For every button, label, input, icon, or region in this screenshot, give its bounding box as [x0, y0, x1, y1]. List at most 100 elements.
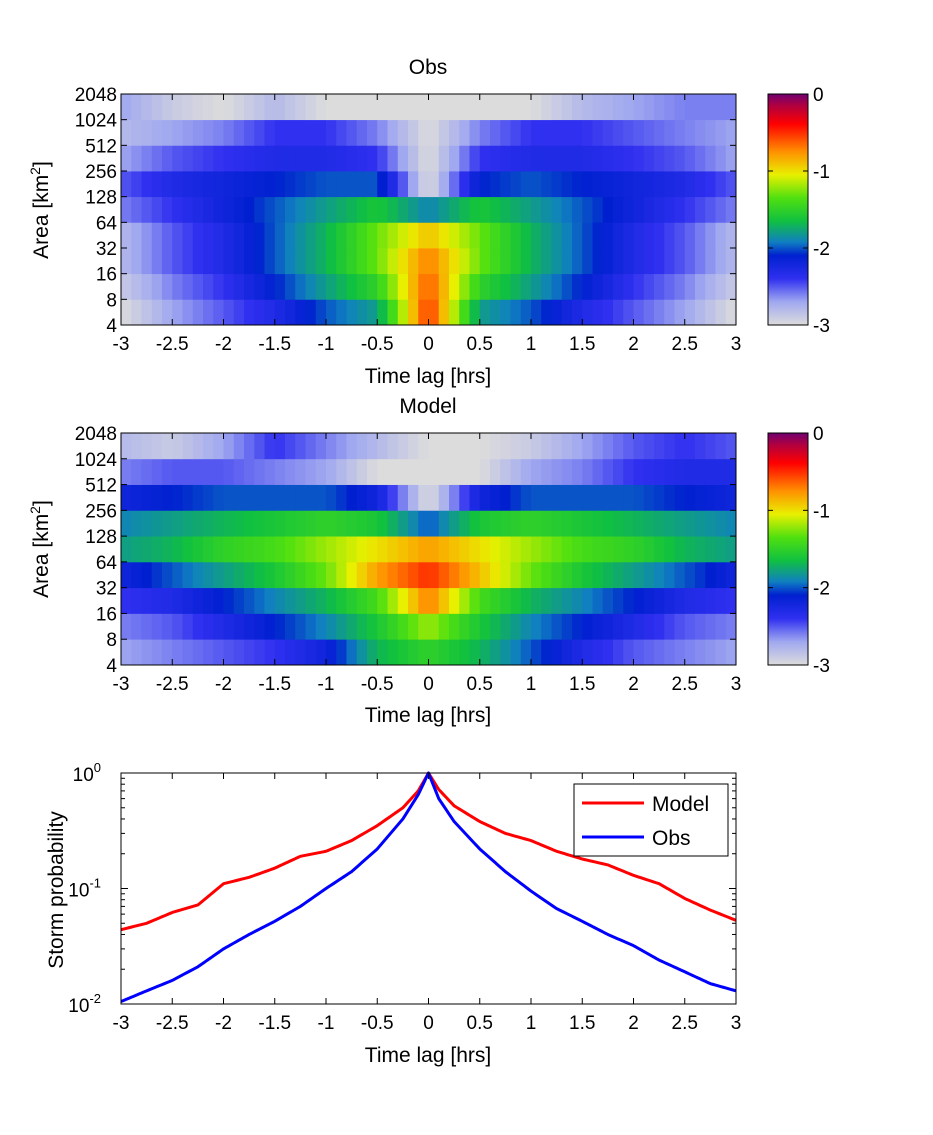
model-cell: [520, 613, 532, 640]
obs-cell: [233, 273, 245, 300]
model-cell: [438, 484, 450, 511]
obs-cell: [520, 196, 532, 223]
model-cell: [315, 458, 327, 485]
obs-cell: [254, 171, 265, 198]
line-y-label: Storm probability: [45, 811, 68, 969]
model-cell: [408, 639, 419, 666]
obs-cell: [151, 222, 163, 249]
model-cell: [264, 510, 276, 537]
model-cell: [613, 639, 624, 666]
model-cell: [438, 433, 450, 460]
line-x-label: Time lag [hrs]: [365, 1044, 491, 1067]
model-cell: [541, 613, 552, 640]
model-y-tick-label: 4: [106, 656, 117, 677]
obs-cell: [244, 119, 255, 146]
model-cell: [223, 613, 235, 640]
obs-cell: [520, 273, 532, 300]
obs-cell: [592, 171, 604, 198]
obs-cell: [715, 273, 727, 300]
model-cell: [572, 484, 583, 511]
model-cell: [408, 433, 419, 460]
model-cell: [602, 587, 614, 614]
model-cell: [684, 536, 696, 563]
obs-cell: [582, 299, 593, 326]
model-cell: [151, 561, 163, 589]
model-cell: [295, 613, 306, 640]
model-cell: [254, 484, 265, 511]
model-x-tick-label: 2: [628, 674, 639, 695]
model-cell: [674, 561, 686, 589]
model-cell: [346, 587, 358, 614]
obs-cell: [531, 171, 542, 198]
obs-cell: [285, 119, 296, 146]
obs-cell: [633, 171, 645, 198]
model-cell: [387, 484, 399, 511]
model-cell: [643, 561, 655, 589]
obs-cell: [438, 145, 450, 172]
model-cell: [233, 561, 245, 589]
obs-cell: [459, 248, 470, 275]
obs-cell: [469, 299, 481, 326]
model-cell: [387, 587, 399, 614]
line-x-axis: -3 -2.5 -2 -1.5 -1 -0.5 0 0.5 1 1.5 2 2.5 3: [113, 773, 742, 1034]
obs-cell: [633, 119, 645, 146]
obs-cell: [613, 145, 624, 172]
obs-cell: [336, 196, 347, 223]
obs-cell: [295, 145, 306, 172]
model-cell: [695, 510, 706, 537]
obs-cell: [377, 299, 388, 326]
model-cell: [572, 458, 583, 485]
model-cell: [582, 613, 593, 640]
obs-cell: [602, 94, 614, 121]
model-cell: [582, 458, 593, 485]
model-cell: [336, 613, 347, 640]
obs-cell: [561, 94, 573, 121]
model-cell: [172, 613, 183, 640]
model-cell: [233, 639, 245, 666]
model-cell: [510, 613, 522, 640]
model-cell: [623, 484, 634, 511]
model-cell: [285, 510, 296, 537]
model-cell: [326, 536, 337, 563]
obs-cell: [592, 94, 604, 121]
obs-cell: [715, 145, 727, 172]
model-cell: [664, 510, 675, 537]
obs-cell: [121, 145, 132, 172]
model-cell: [356, 613, 368, 640]
model-cell: [520, 587, 532, 614]
model-cell: [274, 639, 286, 666]
model-cell: [541, 510, 552, 537]
model-cell: [244, 561, 255, 589]
obs-cell: [346, 273, 358, 300]
model-cell: [151, 613, 163, 640]
model-cell: [356, 484, 368, 511]
line-x-tick-label: 3: [731, 1013, 742, 1034]
model-cell: [223, 561, 235, 589]
obs-cell: [643, 145, 655, 172]
obs-y-tick-label: 256: [85, 162, 117, 183]
obs-x-label: Time lag [hrs]: [365, 365, 491, 388]
obs-cell: [151, 196, 163, 223]
obs-cell: [336, 145, 347, 172]
model-cell: [725, 433, 737, 460]
obs-cell: [684, 248, 696, 275]
obs-cell: [315, 299, 327, 326]
obs-cell: [510, 222, 522, 249]
obs-x-tick-label: -2.5: [156, 334, 189, 355]
model-cell: [479, 433, 491, 460]
obs-cell: [305, 145, 317, 172]
model-cell: [582, 536, 593, 563]
model-cell: [203, 613, 214, 640]
model-cell: [705, 458, 716, 485]
obs-cell: [285, 145, 296, 172]
obs-cell: [428, 94, 440, 121]
obs-x-tick-label: -0.5: [361, 334, 394, 355]
model-cell: [582, 433, 593, 460]
obs-cell: [315, 273, 327, 300]
obs-cell: [654, 273, 665, 300]
model-cell: [264, 458, 276, 485]
obs-cell: [213, 94, 224, 121]
model-cell: [510, 433, 522, 460]
obs-cell: [387, 248, 399, 275]
model-cell: [346, 458, 358, 485]
